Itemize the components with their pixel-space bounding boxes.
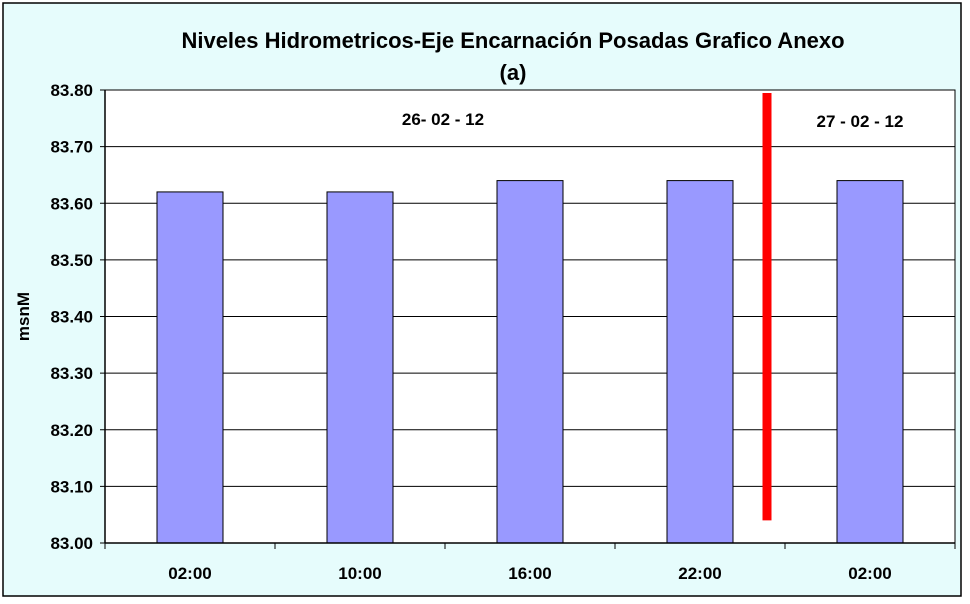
bar xyxy=(666,180,734,544)
y-tick-label: 83.00 xyxy=(50,534,93,553)
bar xyxy=(836,180,904,544)
bar xyxy=(326,191,394,544)
x-tick-label: 10:00 xyxy=(338,564,381,583)
y-tick-label: 83.80 xyxy=(50,81,93,100)
date-annotation-2: 27 - 02 - 12 xyxy=(817,112,904,131)
x-tick-label: 02:00 xyxy=(848,564,891,583)
bars xyxy=(156,180,904,544)
bar xyxy=(496,180,564,544)
y-tick-label: 83.10 xyxy=(50,477,93,496)
y-tick-label: 83.50 xyxy=(50,251,93,270)
chart-subtitle: (a) xyxy=(500,60,527,85)
tick-labels: 83.00 83.10 83.20 83.30 83.40 83.50 83.60 83.70… xyxy=(50,81,891,583)
y-tick-label: 83.30 xyxy=(50,364,93,383)
chart-title: Niveles Hidrometricos-Eje Encarnación Po… xyxy=(181,28,844,53)
date-annotation-1: 26- 02 - 12 xyxy=(402,110,484,129)
bar xyxy=(156,191,224,544)
axes xyxy=(104,90,956,549)
y-tick-label: 83.40 xyxy=(50,308,93,327)
y-tick-label: 83.70 xyxy=(50,138,93,157)
x-tick-label: 22:00 xyxy=(678,564,721,583)
y-axis-title: msnM xyxy=(14,292,33,341)
x-tick-label: 02:00 xyxy=(168,564,211,583)
x-tick-label: 16:00 xyxy=(508,564,551,583)
y-tick-label: 83.20 xyxy=(50,421,93,440)
y-tick-label: 83.60 xyxy=(50,194,93,213)
